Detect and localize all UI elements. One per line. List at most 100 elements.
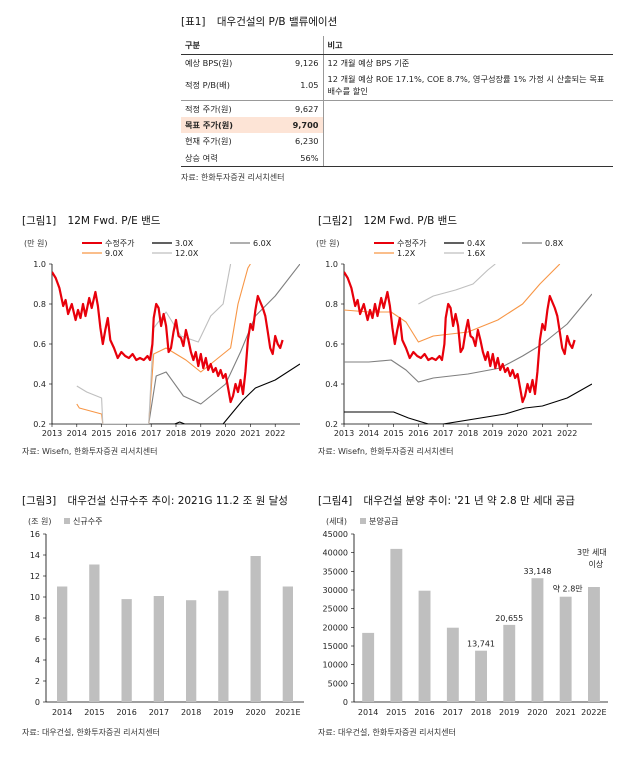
fig2-source: 자료: Wisefn, 한화투자증권 리서치센터 (318, 447, 454, 456)
fig4-caption: [그림4] 대우건설 분양 추이: '21 년 약 2.8 만 세대 공급 (318, 493, 575, 508)
y-tick-label: 6 (35, 635, 40, 644)
data-label: 13,741 (467, 640, 495, 649)
legend-item: 6.0X (253, 239, 272, 248)
unit-label: (만 원) (316, 239, 340, 248)
fig4-title: 대우건설 분양 추이: '21 년 약 2.8 만 세대 공급 (363, 495, 575, 507)
y-tick-label: 15000 (323, 642, 348, 651)
y-tick-label: 45000 (323, 530, 348, 539)
row-value: 1.05 (300, 80, 319, 91)
legend-item: 수정주가 (105, 238, 135, 248)
x-tick-label: 2019 (213, 708, 233, 717)
series-line-수정주가 (344, 271, 576, 404)
table-row: 예상 BPS(원) 9,126 12 개월 예상 BPS 기준 (181, 54, 613, 71)
bar-2014 (57, 586, 68, 702)
x-tick-label: 2016 (408, 429, 428, 438)
y-tick-label: 0.8 (325, 300, 338, 309)
series-line-1.2X (344, 264, 561, 343)
y-tick-label: 25000 (323, 605, 348, 614)
x-tick-label: 2020 (215, 429, 235, 438)
x-tick-label: 2015 (386, 708, 406, 717)
table1-number: [표1] (181, 16, 206, 28)
y-tick-label: 30000 (323, 586, 348, 595)
fig3-number: [그림3] (22, 495, 57, 507)
row-value: 6,230 (295, 136, 319, 147)
x-tick-label: 2018 (458, 429, 478, 438)
fig3-title: 대우건설 신규수주 추이: 2021G 11.2 조 원 달성 (67, 495, 288, 507)
row-note: 12 개월 예상 ROE 17.1%, COE 8.7%, 영구성장률 1% 가… (322, 71, 613, 101)
series-line-0.8X (344, 293, 592, 383)
y-tick-label: 35000 (323, 567, 348, 576)
x-tick-label: 2022 (265, 429, 285, 438)
x-tick-label: 2019 (191, 429, 211, 438)
x-tick-label: 2017 (141, 429, 161, 438)
row-value: 9,126 (295, 58, 319, 68)
legend-item: 수정주가 (397, 238, 427, 248)
legend-item: 0.4X (467, 239, 486, 248)
data-label: 33,148 (523, 567, 551, 576)
y-tick-label: 12 (30, 572, 40, 581)
table-row-highlighted: 목표 주가(원) 9,700 (181, 116, 613, 134)
x-tick-label: 2014 (67, 429, 87, 438)
bar-2019 (218, 590, 229, 702)
series-line-수정주가 (52, 271, 284, 404)
row-label: 목표 주가(원) (181, 116, 271, 134)
bar-2019 (503, 624, 516, 702)
row-note (322, 99, 613, 117)
header-remarks: 비고 (322, 36, 613, 55)
table1-source: 자료: 한화투자증권 리서치센터 (181, 173, 285, 182)
bar-2021 (559, 596, 572, 702)
x-tick-label: 2018 (166, 429, 186, 438)
x-tick-label: 2021 (240, 429, 260, 438)
legend-swatch (64, 518, 70, 524)
x-tick-label: 2017 (443, 708, 463, 717)
series-line-1.6X (418, 264, 496, 305)
legend-swatch (360, 518, 366, 524)
legend-item: 1.2X (397, 249, 416, 258)
annotation-2021: 약 2.8만 (553, 584, 584, 594)
y-tick-label: 5000 (328, 679, 348, 688)
fig2-number: [그림2] (318, 215, 353, 227)
table-row: 적정 주가(원) 9,627 (181, 99, 613, 117)
x-tick-label: 2013 (334, 429, 354, 438)
x-tick-label: 2022E (581, 708, 606, 717)
bar-2020 (531, 578, 544, 702)
x-tick-label: 2020 (245, 708, 265, 717)
row-value: 9,627 (271, 99, 323, 117)
x-tick-label: 2017 (433, 429, 453, 438)
y-tick-label: 0.4 (33, 380, 46, 389)
annotation-2022-line1: 3만 세대 (577, 548, 607, 557)
legend-item: 9.0X (105, 249, 124, 258)
pb-band-chart: (만 원) 수정주가 0.4X 0.8X 1.2X 1.6X 0.2 0.4 0.6 0.8 1.0… (316, 238, 592, 438)
y-tick-label: 20000 (323, 623, 348, 632)
x-tick-label: 2022 (557, 429, 577, 438)
y-tick-label: 10 (30, 593, 40, 602)
annotation-2022-line2: 이상 (589, 559, 604, 569)
fig4-source: 자료: 대우건설, 한화투자증권 리서치센터 (318, 728, 456, 737)
table-row: 현재 주가(원) 6,230 (181, 133, 613, 150)
row-value: 56% (271, 149, 323, 167)
unit-label: (세대) (326, 517, 347, 526)
x-tick-label: 2021 (555, 708, 575, 717)
row-value: 9,700 (271, 116, 323, 134)
y-tick-label: 10000 (323, 661, 348, 670)
x-tick-label: 2013 (42, 429, 62, 438)
bar-2017 (446, 627, 459, 702)
legend-item: 0.8X (545, 239, 564, 248)
y-tick-label: 0 (35, 698, 40, 707)
y-tick-label: 0 (343, 698, 348, 707)
header-category: 구분 (181, 36, 323, 55)
unit-label: (만 원) (24, 239, 48, 248)
x-tick-label: 2016 (116, 708, 136, 717)
legend-item: 12.0X (175, 249, 199, 258)
legend-item: 분양공급 (369, 517, 398, 526)
y-tick-label: 0.8 (33, 300, 46, 309)
bar-2016 (121, 599, 132, 702)
fig1-number: [그림1] (22, 215, 57, 227)
series-line-9.0X (76, 264, 251, 424)
x-tick-label: 2016 (414, 708, 434, 717)
bar-2017 (153, 596, 164, 702)
row-note (322, 116, 613, 134)
pe-band-chart: (만 원) 수정주가 3.0X 6.0X 9.0X 12.0X 0.2 0.4 0.6 0.8 1.… (24, 238, 300, 438)
fig3-caption: [그림3] 대우건설 신규수주 추이: 2021G 11.2 조 원 달성 (22, 493, 288, 508)
y-tick-label: 40000 (323, 549, 348, 558)
